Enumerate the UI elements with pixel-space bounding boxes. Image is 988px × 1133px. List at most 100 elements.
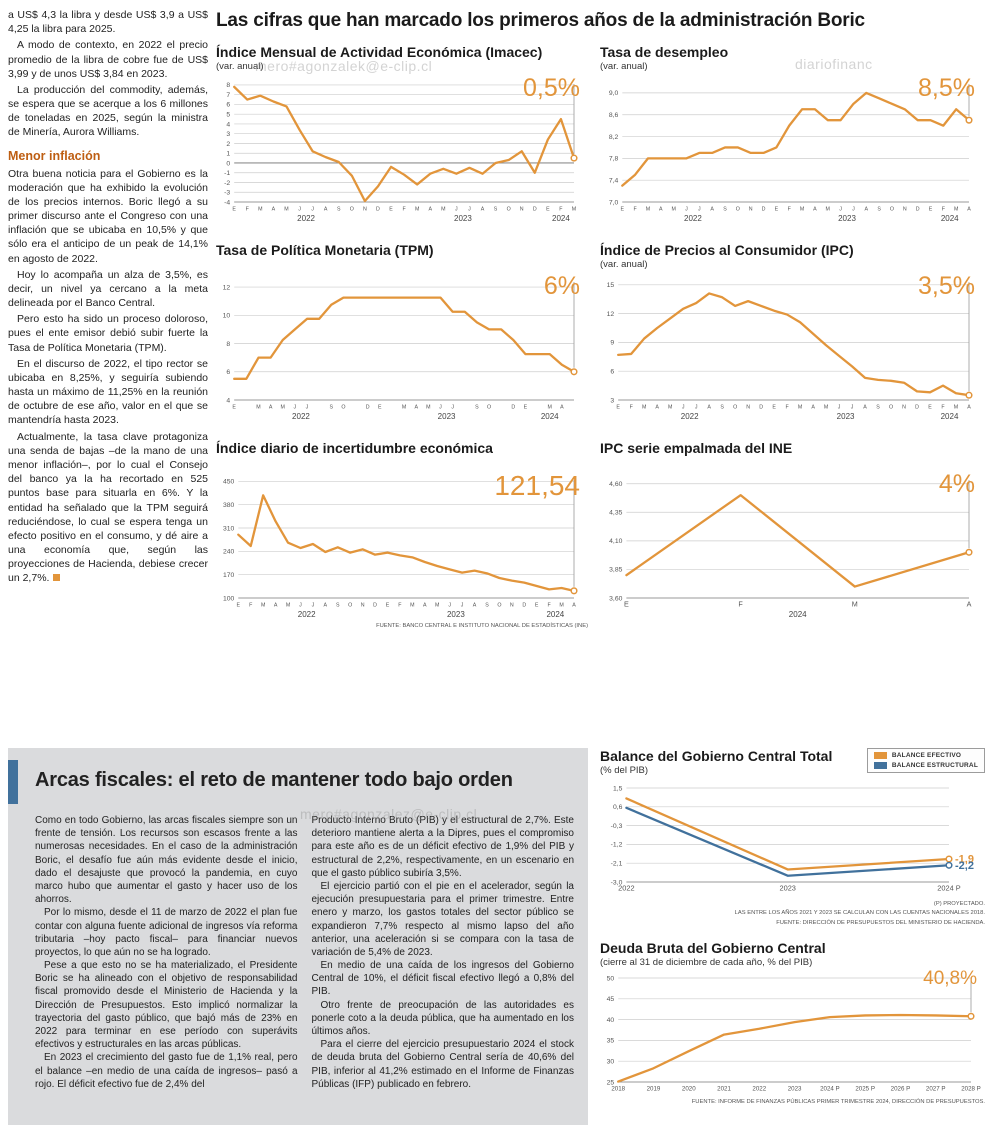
svg-text:6: 6 (226, 369, 230, 376)
legend-label: BALANCE EFECTIVO (891, 752, 962, 759)
svg-text:F: F (249, 603, 253, 609)
svg-text:M: M (284, 207, 288, 213)
svg-text:E: E (378, 405, 382, 411)
svg-text:N: N (902, 405, 906, 411)
svg-text:A: A (863, 405, 867, 411)
fiscal-text-columns: Como en todo Gobierno, las arcas fiscale… (8, 814, 588, 1091)
svg-text:D: D (376, 207, 380, 213)
chart-title: Balance del Gobierno Central Total (600, 748, 833, 764)
svg-text:4,10: 4,10 (609, 538, 622, 545)
svg-text:-1: -1 (224, 170, 230, 177)
svg-text:A: A (865, 207, 869, 213)
chart-title: Índice diario de incertidumbre económica (216, 440, 493, 456)
svg-text:35: 35 (607, 1037, 615, 1044)
svg-text:A: A (813, 207, 817, 213)
chart-ipc-empalmada: IPC serie empalmada del INE 4% 4,60 4,35 4… (600, 440, 983, 630)
svg-text:E: E (616, 405, 620, 411)
svg-text:2024 P: 2024 P (820, 1085, 840, 1092)
svg-text:2020: 2020 (682, 1085, 696, 1092)
svg-text:2028 P: 2028 P (961, 1085, 981, 1092)
article-paragraph: Hoy lo acompaña un alza de 3,5%, es deci… (8, 268, 208, 310)
svg-text:A: A (707, 405, 711, 411)
svg-text:8: 8 (226, 82, 230, 89)
chart-highlight-value: 40,8% (923, 967, 977, 989)
svg-text:-1,2: -1,2 (611, 842, 623, 849)
chart-footnotes: (P) PROYECTADO. LAS ENTRE LOS AÑOS 2021 Y… (600, 900, 985, 928)
svg-text:F: F (630, 405, 634, 411)
svg-text:0: 0 (226, 160, 230, 167)
svg-text:M: M (286, 603, 290, 609)
svg-text:E: E (929, 207, 933, 213)
svg-text:J: J (312, 603, 315, 609)
svg-text:M: M (441, 207, 445, 213)
chart-imacec: Índice Mensual de Actividad Económica (I… (216, 44, 588, 226)
svg-text:M: M (402, 405, 406, 411)
svg-text:7: 7 (226, 92, 230, 99)
svg-text:J: J (695, 405, 698, 411)
svg-text:M: M (256, 405, 260, 411)
chart-legend: BALANCE EFECTIVO BALANCE ESTRUCTURAL (866, 748, 985, 773)
svg-text:J: J (461, 603, 464, 609)
svg-text:1,5: 1,5 (613, 785, 623, 792)
chart-canvas-ipc: 3,5% 15 12 9 6 3 E F M A M J J A S O N D E F M A M J J A S O N D E F M A… (600, 272, 983, 424)
svg-text:O: O (348, 603, 352, 609)
svg-text:F: F (246, 207, 250, 213)
chart-footnote: (P) PROYECTADO. (933, 901, 985, 907)
heading-accent-bar (8, 760, 18, 804)
chart-subtitle (216, 457, 588, 470)
svg-text:2023: 2023 (779, 884, 795, 893)
svg-text:J: J (838, 405, 841, 411)
svg-text:D: D (533, 207, 537, 213)
article-paragraph: En 2023 el crecimiento del gasto fue de … (35, 1052, 298, 1090)
chart-highlight-value: 6% (543, 272, 580, 300)
svg-text:0,6: 0,6 (613, 804, 623, 811)
svg-text:D: D (759, 405, 763, 411)
svg-text:7,4: 7,4 (609, 177, 619, 184)
svg-text:5: 5 (226, 111, 230, 118)
svg-text:8: 8 (226, 341, 230, 348)
svg-text:6: 6 (226, 102, 230, 109)
svg-text:O: O (733, 405, 737, 411)
chart-canvas-ipc-empalmada: 4% 4,60 4,35 4,10 3,85 3,60 E F M A 2024 (600, 470, 983, 622)
svg-text:J: J (455, 207, 458, 213)
svg-text:J: J (306, 405, 309, 411)
chart-deuda: Deuda Bruta del Gobierno Central (cierre… (600, 940, 985, 1106)
svg-text:M: M (642, 405, 646, 411)
chart-title: Deuda Bruta del Gobierno Central (600, 939, 826, 956)
svg-text:E: E (624, 600, 629, 609)
fiscal-column-1: Como en todo Gobierno, las arcas fiscale… (35, 814, 298, 1091)
chart-subtitle: (var. anual) (600, 259, 648, 270)
svg-text:M: M (426, 405, 430, 411)
svg-text:1: 1 (226, 151, 230, 158)
svg-text:E: E (775, 207, 779, 213)
svg-text:9,0: 9,0 (609, 90, 619, 97)
article-paragraph: Pero esto ha sido un proceso doloroso, p… (8, 313, 208, 354)
chart-highlight-value: 8,5% (918, 74, 975, 102)
svg-text:J: J (852, 207, 855, 213)
svg-text:A: A (967, 207, 971, 213)
svg-text:15: 15 (607, 282, 615, 289)
chart-subtitle: (var. anual) (216, 61, 264, 72)
svg-text:A: A (272, 207, 276, 213)
svg-text:M: M (668, 405, 672, 411)
svg-text:M: M (824, 405, 828, 411)
svg-text:M: M (826, 207, 830, 213)
chart-highlight-value: 121,54 (494, 470, 580, 501)
article-paragraph: En el discurso de 2022, el tipo rector s… (8, 357, 208, 427)
article-paragraph: Otra buena noticia para el Gobierno es l… (8, 167, 208, 265)
svg-text:A: A (274, 603, 278, 609)
svg-text:M: M (548, 405, 552, 411)
charts-grid: Índice Mensual de Actividad Económica (I… (216, 44, 986, 630)
svg-text:2: 2 (226, 141, 230, 148)
svg-text:A: A (811, 405, 815, 411)
svg-text:D: D (522, 603, 526, 609)
chart-footnote: LAS ENTRE LOS AÑOS 2021 Y 2023 SE CALCUL… (734, 910, 985, 917)
svg-text:O: O (507, 207, 511, 213)
svg-text:A: A (473, 603, 477, 609)
svg-text:D: D (511, 405, 515, 411)
svg-text:A: A (423, 603, 427, 609)
svg-text:2023: 2023 (454, 214, 472, 223)
svg-text:2022: 2022 (752, 1085, 766, 1092)
svg-text:A: A (710, 207, 714, 213)
